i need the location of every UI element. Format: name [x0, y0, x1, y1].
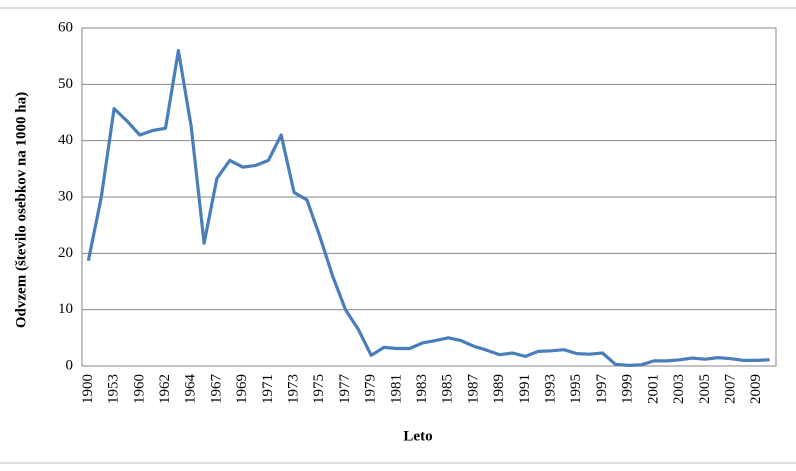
x-tick-label: 1981	[388, 374, 404, 404]
x-tick-label: 1985	[440, 374, 456, 404]
x-tick-label: 1995	[568, 374, 584, 404]
x-tick-label: 1991	[517, 374, 533, 404]
x-axis-label: Leto	[403, 428, 432, 444]
y-tick-label: 20	[58, 245, 73, 261]
x-tick-label: 1997	[594, 374, 610, 405]
x-tick-label: 1900	[80, 374, 96, 404]
x-tick-label: 1993	[543, 374, 559, 404]
y-axis-label: Odvzem (število osebkov na 1000 ha)	[13, 92, 29, 328]
y-tick-label: 30	[58, 188, 73, 204]
x-tick-label: 1964	[183, 374, 199, 405]
x-tick-label: 1989	[491, 374, 507, 404]
x-tick-label: 1977	[337, 374, 353, 405]
x-tick-label: 2003	[671, 374, 687, 404]
x-tick-label: 2009	[748, 374, 764, 404]
x-tick-label: 1999	[620, 374, 636, 404]
y-tick-label: 50	[58, 76, 73, 92]
x-tick-label: 1960	[131, 374, 147, 404]
x-tick-label: 2007	[722, 374, 738, 405]
x-tick-label: 1987	[465, 374, 481, 405]
x-tick-label: 1973	[285, 374, 301, 404]
x-tick-label: 1962	[157, 374, 173, 404]
y-tick-label: 10	[58, 301, 73, 317]
x-tick-label: 1953	[106, 374, 122, 404]
x-tick-label: 2001	[645, 374, 661, 404]
x-tick-label: 1969	[234, 374, 250, 404]
x-tick-label: 1983	[414, 374, 430, 404]
x-tick-label: 1979	[363, 374, 379, 404]
plot-border	[81, 27, 777, 367]
x-tick-label: 1975	[311, 374, 327, 404]
y-tick-label: 0	[66, 357, 74, 373]
x-tick-label: 1971	[260, 374, 276, 404]
x-tick-label: 1967	[208, 374, 224, 405]
data-line	[86, 48, 770, 367]
x-tick-label: 2005	[697, 374, 713, 404]
y-tick-label: 60	[58, 19, 73, 35]
y-tick-label: 40	[58, 132, 73, 148]
